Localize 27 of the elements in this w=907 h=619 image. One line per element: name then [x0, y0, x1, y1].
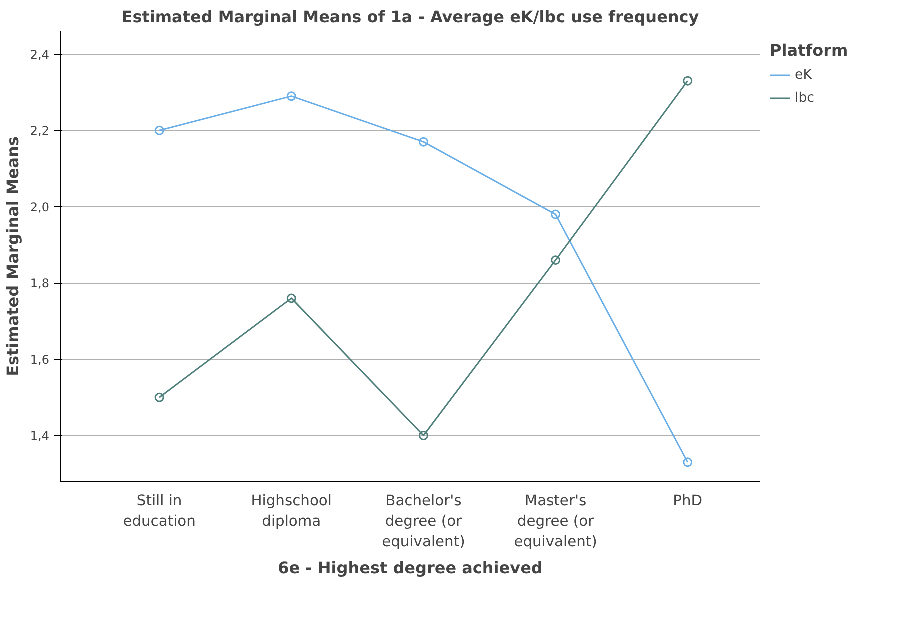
x-tick-label: Bachelor's degree (or equivalent)	[382, 492, 466, 550]
point	[154, 126, 164, 136]
x-tick-label: Highschool diploma	[251, 492, 332, 530]
y-tick-label: 2,0	[30, 200, 50, 214]
y-tick-label: 1,4	[30, 429, 50, 444]
x-tick-label: PhD	[673, 492, 703, 510]
point	[683, 76, 693, 86]
y-tick-label: 1,8	[30, 276, 50, 291]
legend-label: eK	[795, 68, 813, 82]
y-tick-label: 2,4	[30, 48, 50, 62]
point	[286, 92, 296, 102]
point	[683, 458, 693, 468]
x-tick-label: Still in education	[123, 492, 196, 530]
x-axis-title: 6e - Highest degree achieved	[278, 558, 543, 578]
point	[551, 210, 561, 220]
point	[551, 256, 561, 266]
legend-label: lbc	[795, 90, 815, 106]
y-axis-title: Estimated Marginal Means	[3, 136, 22, 376]
point	[418, 137, 428, 147]
point	[154, 392, 164, 402]
y-tick-label: 1,6	[30, 352, 50, 367]
legend-title: Platform	[770, 41, 848, 60]
y-tick-label: 2,2	[30, 124, 50, 138]
x-tick-label: Master's degree (or equivalent)	[514, 492, 598, 550]
point	[286, 294, 296, 304]
point	[418, 430, 428, 440]
chart-title: Estimated Marginal Means of 1a - Average eK/lbc use frequency	[122, 8, 700, 26]
